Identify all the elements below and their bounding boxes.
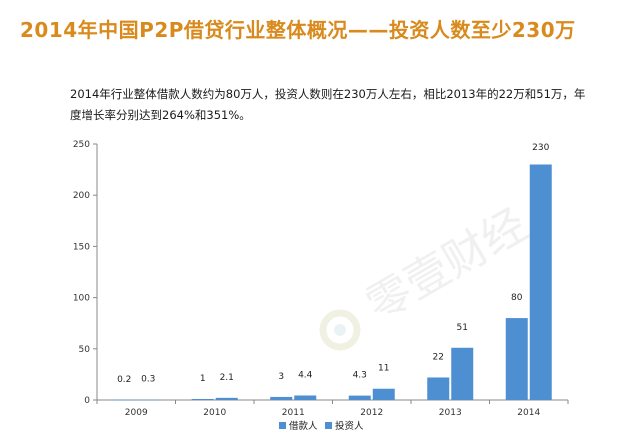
y-tick-label: 100 [73,294,90,304]
legend-swatch-investors [325,422,332,429]
x-tick-label: 2012 [360,408,383,418]
bar-borrowers [191,398,214,400]
data-label-background [453,320,472,333]
data-label-background [136,372,161,385]
data-label-borrowers: 3 [278,372,284,382]
data-label-investors: 2.1 [220,373,234,383]
data-label-background [347,368,372,381]
x-tick-label: 2013 [439,408,462,418]
bar-investors [372,388,395,400]
y-tick-label: 200 [73,191,90,201]
x-tick-label: 2009 [125,408,148,418]
x-tick-label: 2011 [282,408,305,418]
chart-legend: 借款人 投资人 [279,420,364,432]
bar-borrowers [427,377,450,400]
data-label-investors: 0.3 [141,375,155,385]
chart-axes: 0 50 100 150 200 250 2009 2010 2011 2012 2013 2014 [73,140,569,418]
bar-investors [294,395,317,400]
bar-investors [529,164,552,400]
bar-investors [215,397,238,400]
page-title: 2014年中国P2P借贷行业整体概况——投资人数至少230万 [20,18,576,42]
x-tick-label: 2010 [203,408,226,418]
bar-borrowers [270,396,293,400]
legend-label-investors: 投资人 [335,420,364,432]
data-label-borrowers: 22 [433,352,444,362]
data-label-background [214,370,239,383]
data-label-background [429,350,448,363]
chart-data-labels: 0.2 0.3 1 2.1 3 4.4 4.3 11 22 51 80 230 [112,141,553,385]
x-tick-label: 2014 [517,408,540,418]
data-label-borrowers: 1 [200,374,206,384]
y-tick-label: 0 [84,396,90,406]
data-label-background [293,368,318,381]
bar-borrowers [113,399,136,401]
y-tick-label: 250 [73,140,90,150]
watermark: 零壹财经 [319,199,536,351]
chart-bars [113,164,552,401]
data-label-investors: 4.4 [298,370,313,380]
chart-description: 2014年行业整体借款人数约为80万人，投资人数则在230万人左右，相比2013… [70,87,586,122]
data-label-background [196,371,209,384]
data-label-investors: 51 [457,323,468,333]
bar-investors [451,347,474,400]
data-label-borrowers: 0.2 [117,375,131,385]
data-label-background [275,369,288,382]
data-label-background [528,141,553,153]
bar-investors [137,399,160,401]
lingyi-logo-icon [319,309,361,351]
legend-label-borrowers: 借款人 [289,420,318,432]
legend-swatch-borrowers [279,422,286,429]
data-label-borrowers: 80 [511,293,523,303]
bar-borrowers [505,318,528,400]
y-tick-label: 150 [73,242,90,252]
data-label-investors: 11 [378,364,389,374]
data-label-background [374,361,393,374]
data-label-investors: 230 [532,143,549,153]
data-label-borrowers: 4.3 [353,371,367,381]
watermark-text: 零壹财经 [358,199,536,331]
y-tick-label: 50 [79,345,91,355]
bar-borrowers [348,395,371,400]
data-label-background [507,291,526,304]
data-label-background [112,372,137,385]
